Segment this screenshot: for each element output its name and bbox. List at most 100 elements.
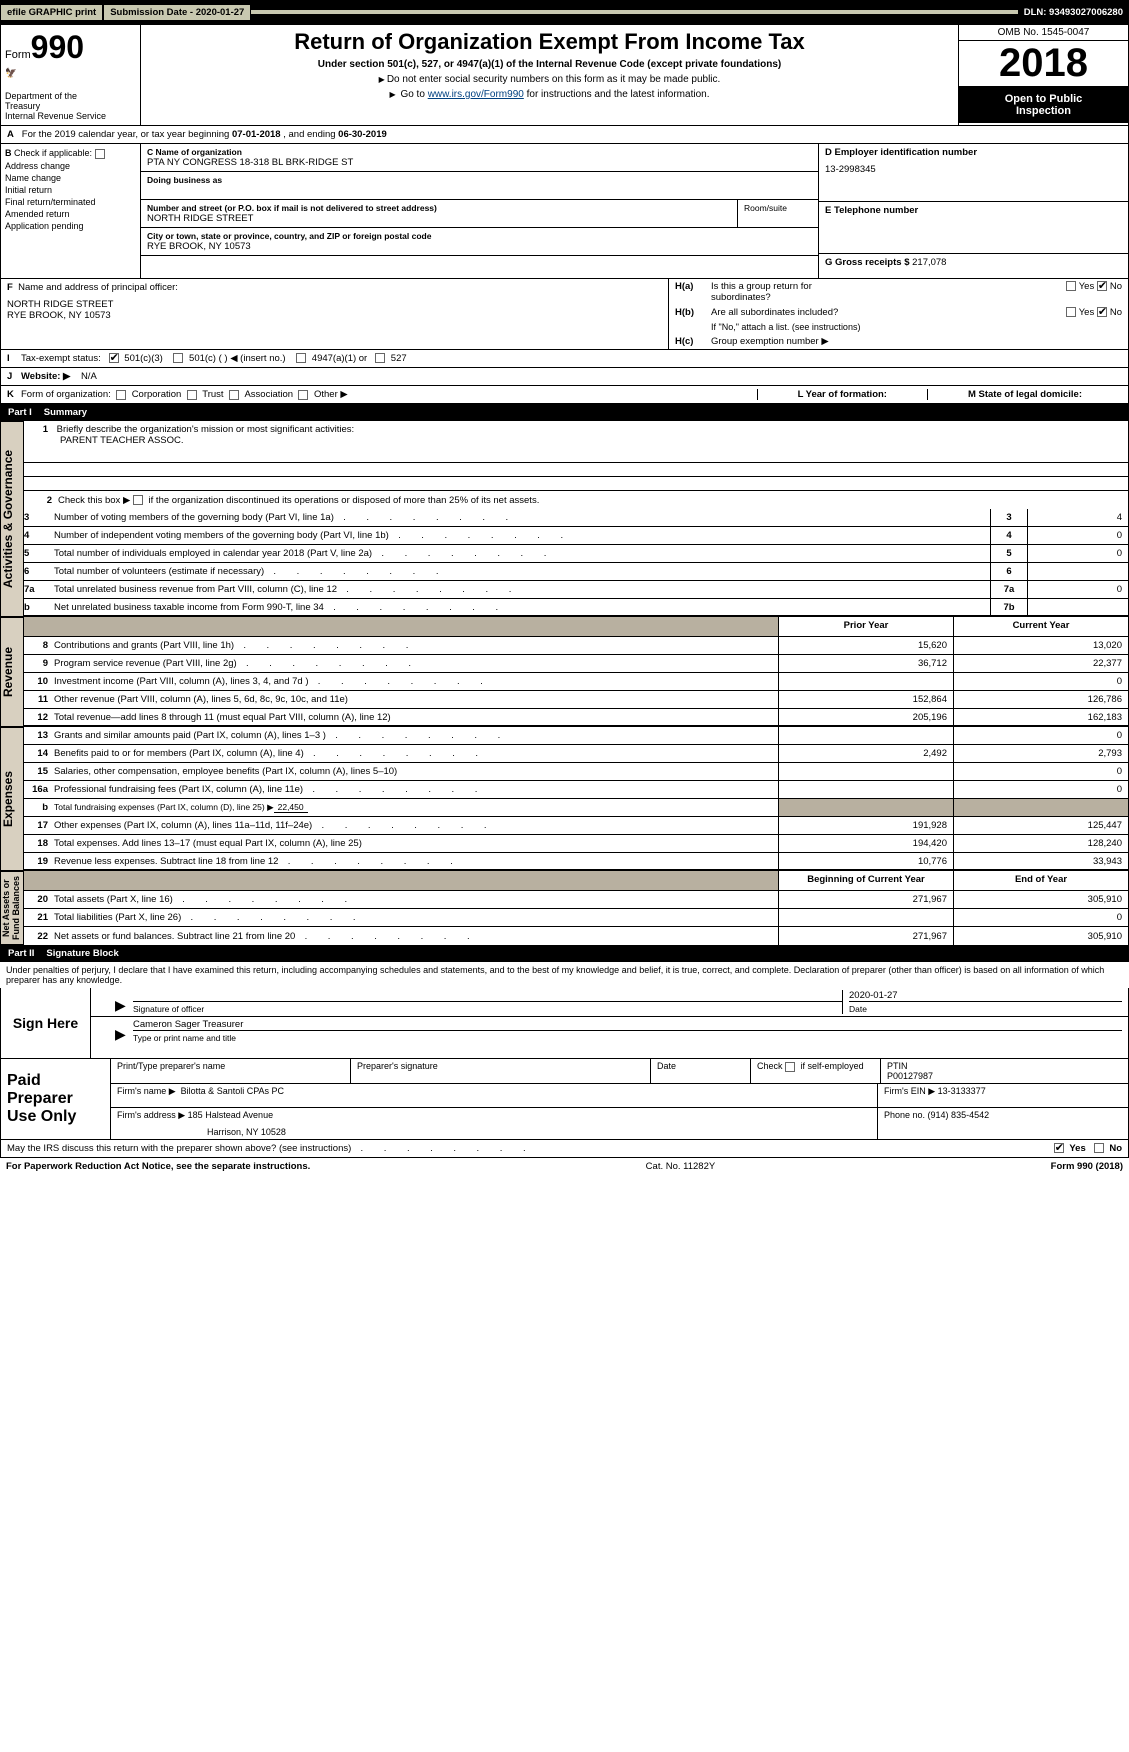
part-2-header: Part II Signature Block <box>0 945 1129 962</box>
line-20: 20Total assets (Part X, line 16) 271,967… <box>24 891 1128 909</box>
form-label: Form990 <box>5 29 136 66</box>
label-final-return: Final return/terminated <box>5 197 136 207</box>
department-label: Department of the Treasury Internal Reve… <box>5 91 136 121</box>
line-14: 14Benefits paid to or for members (Part … <box>24 745 1128 763</box>
signature-officer-row: ▶ Signature of officer 2020-01-27 Date <box>91 988 1128 1017</box>
form-subtitle-3: Go to www.irs.gov/Form990 for instructio… <box>147 89 952 100</box>
omb-number: OMB No. 1545-0047 <box>959 25 1128 41</box>
line-21: 21Total liabilities (Part X, line 26) 0 <box>24 909 1128 927</box>
topbar: efile GRAPHIC print Submission Date - 20… <box>0 0 1129 24</box>
dba-block: Doing business as <box>141 172 818 200</box>
line-13: 13Grants and similar amounts paid (Part … <box>24 727 1128 745</box>
main-info-block: B Check if applicable: Address change Na… <box>0 144 1129 279</box>
ein-block: D Employer identification number 13-2998… <box>819 144 1128 202</box>
website-value: N/A <box>81 371 97 382</box>
line-5-value: 0 <box>1028 545 1128 562</box>
chk-trust[interactable] <box>187 390 197 400</box>
form-title: Return of Organization Exempt From Incom… <box>147 29 952 55</box>
activities-governance-block: Activities & Governance 1 Briefly descri… <box>0 421 1129 617</box>
officer-address: NORTH RIDGE STREET RYE BROOK, NY 10573 <box>7 299 662 321</box>
org-name: PTA NY CONGRESS 18-318 BL BRK-RIDGE ST <box>147 157 812 168</box>
perjury-statement: Under penalties of perjury, I declare th… <box>0 962 1129 988</box>
line-3: 3Number of voting members of the governi… <box>24 509 1128 527</box>
firm-address-2: Harrison, NY 10528 <box>117 1127 871 1137</box>
hb-no-checkbox[interactable] <box>1097 307 1107 317</box>
sidebar-net-assets: Net Assets or Fund Balances <box>0 871 24 945</box>
signature-name-row: ▶ Cameron Sager Treasurer Type or print … <box>91 1017 1128 1045</box>
footer-cat-no: Cat. No. 11282Y <box>310 1161 1050 1172</box>
chk-corporation[interactable] <box>116 390 126 400</box>
footer-notice: For Paperwork Reduction Act Notice, see … <box>6 1161 310 1172</box>
form-subtitle-1: Under section 501(c), 527, or 4947(a)(1)… <box>147 59 952 70</box>
revenue-block: Revenue Prior Year Current Year 8Contrib… <box>0 617 1129 727</box>
firm-ein: 13-3133377 <box>938 1086 986 1096</box>
line-10: 10Investment income (Part VIII, column (… <box>24 673 1128 691</box>
ha-no-checkbox[interactable] <box>1097 281 1107 291</box>
line-5: 5Total number of individuals employed in… <box>24 545 1128 563</box>
label-application-pending: Application pending <box>5 221 136 231</box>
label-amended-return: Amended return <box>5 209 136 219</box>
h-group-block: H(a) Is this a group return for subordin… <box>668 279 1128 349</box>
net-column-header: Beginning of Current Year End of Year <box>24 871 1128 891</box>
sidebar-expenses: Expenses <box>0 727 24 871</box>
mission-blank-line-3 <box>24 477 1128 491</box>
firm-address-1: 185 Halstead Avenue <box>188 1110 273 1120</box>
chk-501c[interactable] <box>173 353 183 363</box>
line-19: 19Revenue less expenses. Subtract line 1… <box>24 853 1128 871</box>
checkbox-applic[interactable] <box>95 149 105 159</box>
part-1-header: Part I Summary <box>0 404 1129 421</box>
street-row: Number and street (or P.O. box if mail i… <box>141 200 818 228</box>
chk-self-employed[interactable] <box>785 1062 795 1072</box>
expenses-block: Expenses 13Grants and similar amounts pa… <box>0 727 1129 871</box>
line-12: 12Total revenue—add lines 8 through 11 (… <box>24 709 1128 727</box>
form-subtitle-2: Do not enter social security numbers on … <box>147 74 952 85</box>
irs-gov-link[interactable]: www.irs.gov/Form990 <box>428 89 524 100</box>
preparer-header-row: Print/Type preparer's name Preparer's si… <box>111 1059 1128 1084</box>
label-initial-return: Initial return <box>5 185 136 195</box>
chk-other[interactable] <box>298 390 308 400</box>
chk-527[interactable] <box>375 353 385 363</box>
ein-value: 13-2998345 <box>825 164 1122 175</box>
signature-date: 2020-01-27 <box>849 990 1122 1002</box>
topbar-spacer <box>251 10 1017 14</box>
arrow-icon: ▶ <box>115 997 133 1014</box>
chk-discontinued[interactable] <box>133 495 143 505</box>
line-7b: bNet unrelated business taxable income f… <box>24 599 1128 617</box>
ha-yes-checkbox[interactable] <box>1066 281 1076 291</box>
org-name-block: C Name of organization PTA NY CONGRESS 1… <box>141 144 818 172</box>
line-4-value: 0 <box>1028 527 1128 544</box>
efile-badge: efile GRAPHIC print <box>0 4 103 21</box>
arrow-icon: ▶ <box>115 1026 133 1043</box>
chk-association[interactable] <box>229 390 239 400</box>
line-4: 4Number of independent voting members of… <box>24 527 1128 545</box>
revenue-column-header: Prior Year Current Year <box>24 617 1128 637</box>
column-b-checkboxes: B Check if applicable: Address change Na… <box>1 144 141 278</box>
h-c-row: H(c) Group exemption number ▶ <box>669 334 1128 349</box>
h-b-row: H(b) Are all subordinates included? Yes … <box>669 305 1128 320</box>
column-c-org-info: C Name of organization PTA NY CONGRESS 1… <box>141 144 818 278</box>
line-8: 8Contributions and grants (Part VIII, li… <box>24 637 1128 655</box>
line-7a-value: 0 <box>1028 581 1128 598</box>
header: Form990 🦅 Department of the Treasury Int… <box>0 24 1129 126</box>
irs-eagle-icon: 🦅 <box>5 68 136 79</box>
room-suite-label: Room/suite <box>738 200 818 227</box>
discuss-yes-checkbox[interactable] <box>1054 1143 1064 1153</box>
ha-yes-no: Yes No <box>1012 281 1122 303</box>
page-footer: For Paperwork Reduction Act Notice, see … <box>0 1158 1129 1175</box>
open-to-public-badge: Open to Public Inspection <box>959 87 1128 123</box>
org-street: NORTH RIDGE STREET <box>147 213 731 224</box>
mission-blank-line-2 <box>24 463 1128 477</box>
chk-501c3[interactable] <box>109 353 119 363</box>
hb-yes-checkbox[interactable] <box>1066 307 1076 317</box>
chk-4947[interactable] <box>296 353 306 363</box>
paid-preparer-label: Paid Preparer Use Only <box>1 1059 111 1139</box>
discuss-no-checkbox[interactable] <box>1094 1143 1104 1153</box>
line-3-value: 4 <box>1028 509 1128 526</box>
line-15: 15Salaries, other compensation, employee… <box>24 763 1128 781</box>
line-16b-value: 22,450 <box>274 802 308 813</box>
form-990-page: efile GRAPHIC print Submission Date - 20… <box>0 0 1129 1175</box>
firm-phone: (914) 835-4542 <box>928 1110 990 1120</box>
h-a-row: H(a) Is this a group return for subordin… <box>669 279 1128 305</box>
i-tax-exempt-row: I Tax-exempt status: 501(c)(3) 501(c) ( … <box>0 350 1129 368</box>
line-16b: bTotal fundraising expenses (Part IX, co… <box>24 799 1128 817</box>
